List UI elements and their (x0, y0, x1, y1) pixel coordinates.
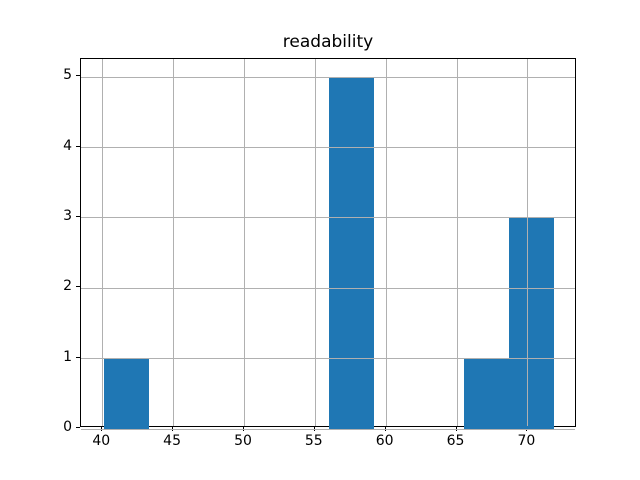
grid-line-vertical (456, 59, 458, 426)
y-tick-mark (76, 75, 80, 77)
y-axis-tick-label: 0 (63, 419, 72, 436)
grid-line-horizontal (81, 428, 575, 430)
grid-line-horizontal (81, 217, 575, 219)
y-tick-mark (76, 356, 80, 358)
chart-title: readability (282, 32, 374, 52)
grid-line-vertical (527, 59, 529, 426)
y-tick-mark (76, 427, 80, 429)
x-axis-tick-label: 45 (163, 433, 181, 450)
grid-line-horizontal (81, 76, 575, 78)
y-axis-tick-label: 5 (63, 67, 72, 84)
x-axis-tick-label: 65 (446, 433, 465, 450)
histogram-bar (464, 358, 510, 429)
x-axis-tick-label: 40 (92, 433, 111, 450)
y-tick-mark (76, 145, 80, 147)
grid-line-vertical (244, 59, 245, 426)
y-axis-tick-label: 2 (63, 278, 72, 295)
x-axis-tick-label: 50 (234, 433, 252, 450)
y-axis-tick-label: 3 (63, 208, 72, 224)
x-axis-tick-label: 55 (304, 433, 323, 450)
grid-line-vertical (102, 59, 104, 426)
grid-line-horizontal (81, 358, 575, 360)
histogram-bar (509, 217, 555, 429)
y-tick-mark (76, 286, 80, 288)
plot-area (80, 58, 576, 430)
y-axis-tick-label: 4 (63, 137, 72, 154)
histogram-bar (103, 358, 149, 429)
histogram-bar (329, 76, 375, 429)
y-axis-tick-label: 1 (63, 348, 72, 365)
y-tick-mark (76, 216, 80, 217)
grid-line-vertical (385, 59, 387, 426)
x-axis-tick-label: 70 (517, 433, 536, 450)
x-axis-tick-label: 60 (375, 433, 394, 450)
grid-line-vertical (314, 59, 316, 426)
grid-line-vertical (173, 59, 175, 426)
grid-line-horizontal (81, 287, 575, 289)
grid-line-horizontal (81, 147, 575, 148)
